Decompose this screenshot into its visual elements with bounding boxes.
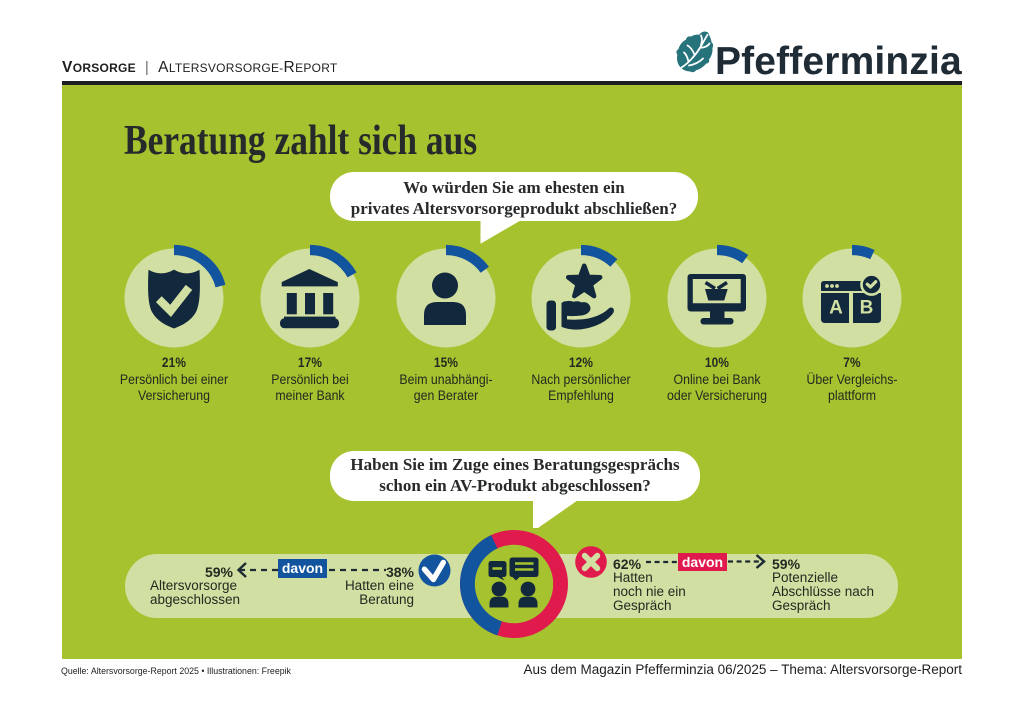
svg-text:B: B [860, 298, 874, 319]
svg-text:A: A [829, 298, 843, 319]
svg-text:Pfefferminzia: Pfefferminzia [715, 40, 962, 80]
